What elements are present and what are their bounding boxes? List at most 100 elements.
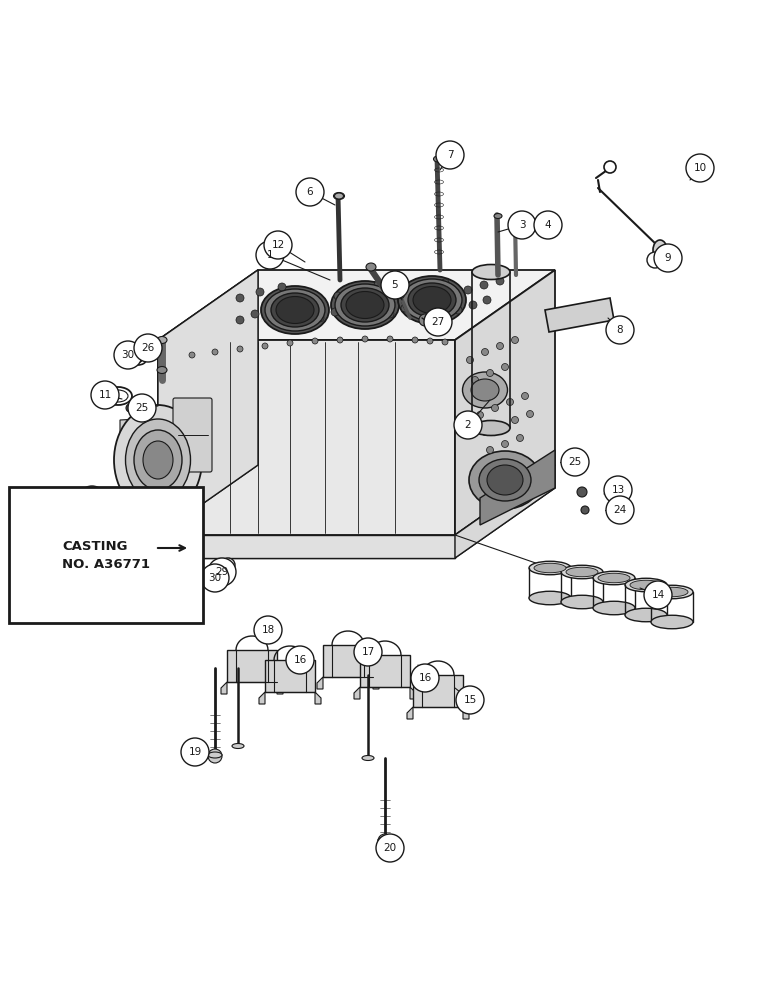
Circle shape [496,277,504,285]
Polygon shape [354,687,360,699]
Circle shape [502,440,509,448]
Circle shape [454,306,462,314]
Circle shape [570,455,580,465]
Ellipse shape [261,286,329,334]
Polygon shape [158,270,555,340]
Polygon shape [259,692,265,704]
Text: 13: 13 [611,485,625,495]
Circle shape [604,161,616,173]
Polygon shape [135,538,185,568]
Circle shape [476,412,483,418]
Polygon shape [410,687,416,699]
Ellipse shape [566,567,598,577]
Ellipse shape [126,419,191,501]
Circle shape [256,241,284,269]
Circle shape [424,283,432,291]
Text: 7: 7 [447,150,453,160]
Ellipse shape [469,451,541,509]
Circle shape [201,564,229,592]
Text: 20: 20 [384,843,397,853]
Circle shape [128,394,156,422]
Circle shape [472,376,479,383]
Circle shape [78,486,106,514]
Text: 25: 25 [568,457,581,467]
Circle shape [464,286,472,294]
Polygon shape [120,418,158,502]
Circle shape [208,749,222,763]
Circle shape [486,369,493,376]
Ellipse shape [625,608,667,622]
Ellipse shape [529,591,571,605]
Text: 25: 25 [135,403,149,413]
Ellipse shape [487,465,523,495]
Ellipse shape [413,286,451,314]
Circle shape [316,314,324,322]
Circle shape [221,558,235,572]
Ellipse shape [656,587,688,597]
Ellipse shape [157,336,167,344]
Ellipse shape [346,292,384,318]
Circle shape [483,296,491,304]
Circle shape [512,416,519,424]
Ellipse shape [232,744,244,748]
Circle shape [134,334,162,362]
Circle shape [480,281,488,289]
Text: 14: 14 [652,590,665,600]
Circle shape [337,337,343,343]
Ellipse shape [408,283,456,317]
Text: 17: 17 [361,647,374,657]
Ellipse shape [276,296,314,324]
Circle shape [441,279,449,287]
Circle shape [237,346,243,352]
Circle shape [424,308,452,336]
Circle shape [286,646,314,674]
Circle shape [378,834,392,848]
Circle shape [508,211,536,239]
Circle shape [654,244,682,272]
Ellipse shape [434,156,442,162]
Polygon shape [221,682,227,694]
Circle shape [354,286,362,294]
Circle shape [466,357,473,363]
Ellipse shape [396,294,404,298]
Circle shape [381,271,409,299]
Circle shape [427,338,433,344]
Circle shape [486,446,493,454]
Circle shape [527,410,533,418]
Ellipse shape [653,240,667,260]
Ellipse shape [334,193,344,199]
Text: 16: 16 [293,655,306,665]
Text: 2: 2 [465,420,472,430]
Polygon shape [227,650,277,682]
Circle shape [534,211,562,239]
Ellipse shape [130,355,146,365]
Circle shape [374,281,382,289]
Circle shape [492,404,499,412]
Ellipse shape [134,430,182,490]
Text: 9: 9 [665,253,672,263]
Ellipse shape [462,372,507,408]
Circle shape [264,231,292,259]
Circle shape [456,686,484,714]
Text: 5: 5 [391,280,398,290]
Ellipse shape [362,756,374,760]
Ellipse shape [651,585,693,599]
Circle shape [212,570,218,574]
Text: 28: 28 [86,495,99,505]
Circle shape [262,343,268,349]
Circle shape [256,288,264,296]
Ellipse shape [335,284,395,326]
Circle shape [436,141,464,169]
Circle shape [225,562,231,568]
Ellipse shape [114,405,202,515]
Circle shape [482,349,489,356]
Text: 16: 16 [418,673,432,683]
Ellipse shape [593,601,635,615]
Circle shape [454,411,482,439]
Text: 11: 11 [98,390,112,400]
Polygon shape [158,535,455,558]
Circle shape [516,434,523,442]
Ellipse shape [625,578,667,592]
Circle shape [604,476,632,504]
Circle shape [606,496,634,524]
